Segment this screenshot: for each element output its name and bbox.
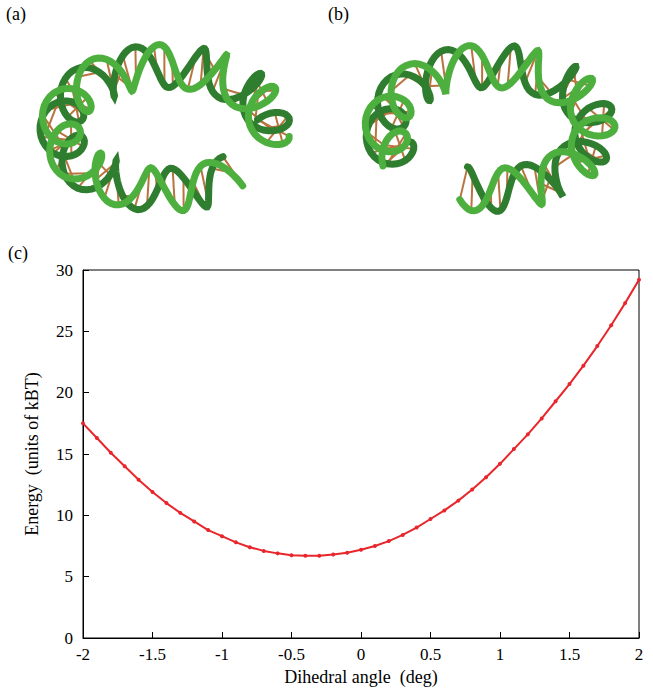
- svg-text:5: 5: [65, 567, 74, 586]
- svg-text:Energy (units of kBT): Energy (units of kBT): [22, 372, 43, 536]
- svg-text:1: 1: [496, 645, 505, 664]
- svg-text:Dihedral angle (deg): Dihedral angle (deg): [284, 667, 437, 688]
- svg-text:(a): (a): [6, 4, 26, 25]
- svg-text:25: 25: [56, 322, 73, 341]
- svg-text:-0.5: -0.5: [278, 645, 305, 664]
- svg-text:2: 2: [635, 645, 644, 664]
- svg-text:(b): (b): [328, 4, 349, 25]
- svg-text:1.5: 1.5: [559, 645, 580, 664]
- svg-text:-1: -1: [215, 645, 229, 664]
- svg-text:30: 30: [56, 261, 73, 280]
- svg-text:10: 10: [56, 506, 73, 525]
- svg-text:0: 0: [357, 645, 366, 664]
- svg-text:-1.5: -1.5: [139, 645, 166, 664]
- svg-text:(c): (c): [8, 243, 28, 264]
- svg-text:-2: -2: [76, 645, 90, 664]
- svg-text:15: 15: [56, 445, 73, 464]
- svg-text:0.5: 0.5: [420, 645, 441, 664]
- svg-text:20: 20: [56, 383, 73, 402]
- svg-text:0: 0: [65, 629, 74, 648]
